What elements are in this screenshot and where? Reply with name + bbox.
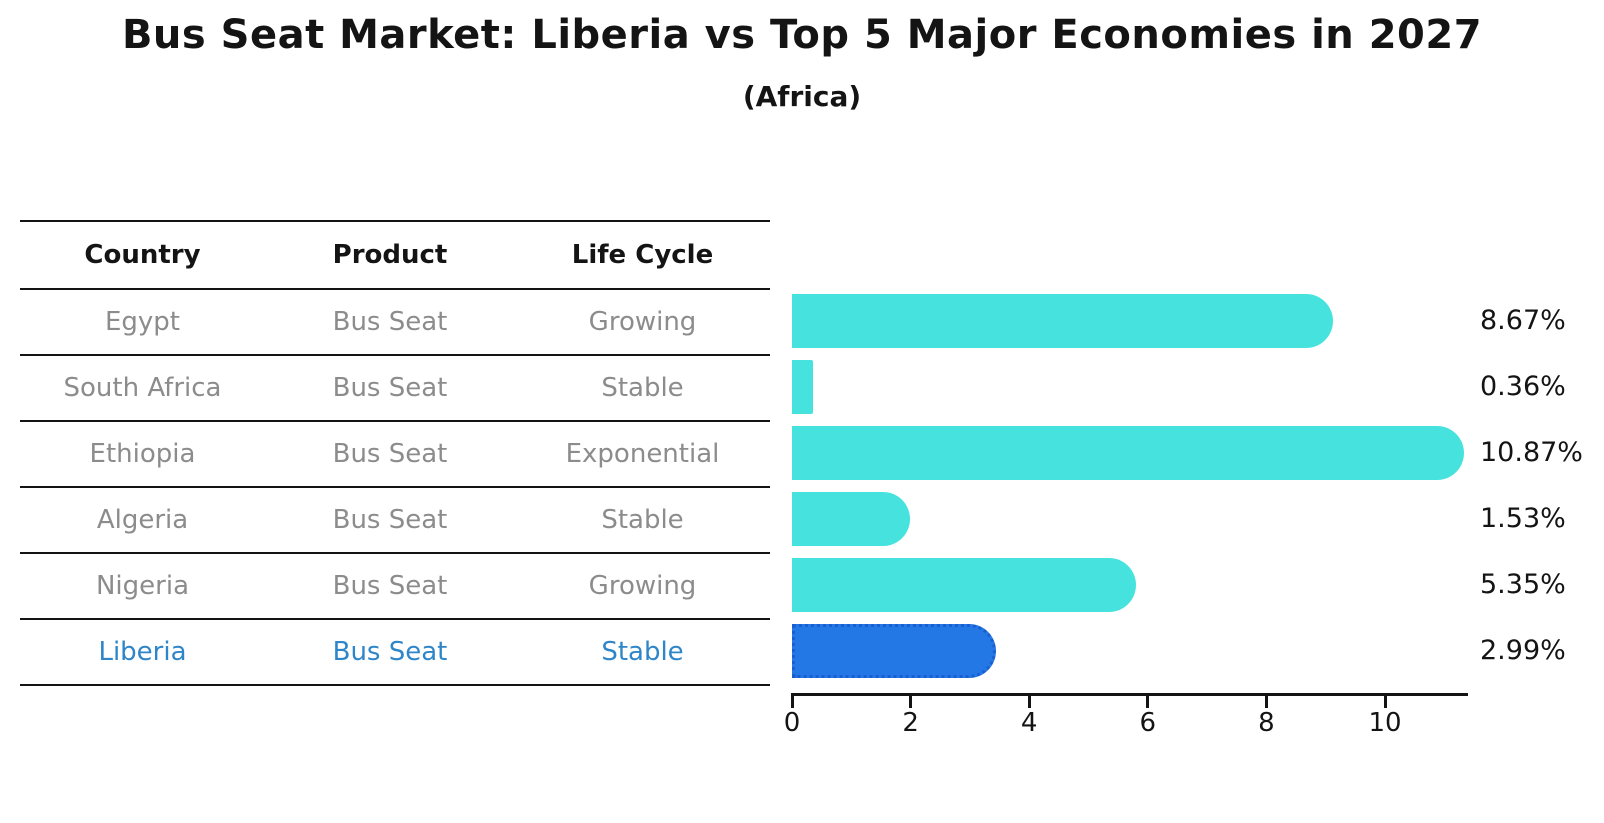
tick-mark-2	[909, 693, 913, 708]
tick-mark-0	[790, 693, 794, 708]
column-header-country: Country	[84, 240, 201, 270]
product-cell: Bus Seat	[332, 373, 448, 403]
tick-mark-10	[1383, 693, 1387, 708]
table-row-south-africa: South Africa Bus Seat Stable	[20, 356, 770, 422]
x-axis-line	[792, 693, 1468, 696]
bar-row-egypt	[792, 288, 1468, 354]
country-cell: Liberia	[98, 637, 187, 667]
bar-nigeria	[792, 558, 1137, 612]
life-cycle-cell: Exponential	[565, 439, 720, 469]
table-header-row: Country Product Life Cycle	[20, 222, 770, 290]
column-header-life-cycle: Life Cycle	[571, 240, 714, 270]
country-cell: Algeria	[96, 505, 189, 535]
value-label-south-africa: 0.36%	[1480, 371, 1566, 402]
product-cell: Bus Seat	[332, 439, 448, 469]
bar-row-liberia	[792, 618, 1468, 684]
bar-ethiopia	[792, 426, 1464, 480]
life-cycle-cell: Stable	[601, 505, 684, 535]
tick-label-10: 10	[1368, 708, 1402, 738]
product-cell: Bus Seat	[332, 637, 448, 667]
bar-south-africa	[792, 360, 814, 414]
table-row-ethiopia: Ethiopia Bus Seat Exponential	[20, 422, 770, 488]
value-label-column: 8.67% 0.36% 10.87% 1.53% 5.35% 2.99%	[1480, 288, 1600, 684]
bar-liberia	[792, 624, 997, 678]
product-cell: Bus Seat	[332, 505, 448, 535]
value-label-nigeria: 5.35%	[1480, 569, 1566, 600]
comparison-table: Country Product Life Cycle Egypt Bus Seat…	[20, 220, 770, 686]
table-row-liberia: Liberia Bus Seat Stable	[20, 620, 770, 686]
tick-label-6: 6	[1139, 708, 1157, 738]
table-body: Egypt Bus Seat Growing South Africa Bus Seat…	[20, 290, 770, 686]
tick-label-2: 2	[902, 708, 919, 738]
tick-label-0: 0	[783, 708, 801, 738]
bar-egypt	[792, 294, 1334, 348]
country-cell: Ethiopia	[89, 439, 196, 469]
country-cell: South Africa	[63, 373, 222, 403]
tick-mark-6	[1146, 693, 1150, 708]
country-cell: Egypt	[104, 307, 181, 337]
value-label-ethiopia: 10.87%	[1480, 437, 1583, 468]
tick-label-4: 4	[1020, 708, 1038, 738]
chart-title: Bus Seat Market: Liberia vs Top 5 Major …	[121, 12, 1483, 58]
chart-subtitle: (Africa)	[742, 80, 862, 113]
bar-row-algeria	[792, 486, 1468, 552]
life-cycle-cell: Stable	[601, 637, 684, 667]
life-cycle-cell: Growing	[588, 307, 697, 337]
table-row-egypt: Egypt Bus Seat Growing	[20, 290, 770, 356]
value-label-algeria: 1.53%	[1480, 503, 1566, 534]
country-cell: Nigeria	[95, 571, 190, 601]
value-label-liberia: 2.99%	[1480, 635, 1566, 666]
tick-mark-4	[1027, 693, 1031, 708]
bar-row-nigeria	[792, 552, 1468, 618]
value-label-egypt: 8.67%	[1480, 305, 1566, 336]
life-cycle-cell: Stable	[601, 373, 684, 403]
tick-mark-8	[1264, 693, 1268, 708]
table-row-nigeria: Nigeria Bus Seat Growing	[20, 554, 770, 620]
bar-plot-area	[792, 288, 1468, 684]
bar-algeria	[792, 492, 910, 546]
bar-row-ethiopia	[792, 420, 1468, 486]
bar-row-south-africa	[792, 354, 1468, 420]
column-header-product: Product	[332, 240, 448, 270]
table-row-algeria: Algeria Bus Seat Stable	[20, 488, 770, 554]
life-cycle-cell: Growing	[588, 571, 697, 601]
tick-label-8: 8	[1258, 708, 1275, 738]
product-cell: Bus Seat	[332, 307, 448, 337]
product-cell: Bus Seat	[332, 571, 448, 601]
